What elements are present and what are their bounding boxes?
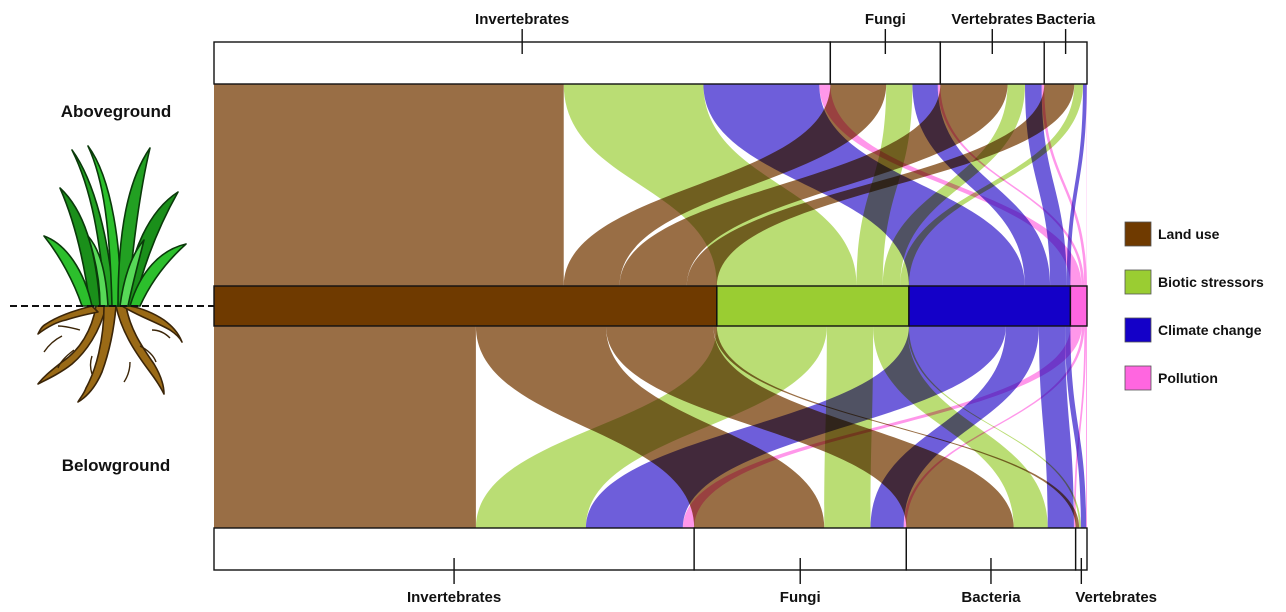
above-flow-pollution-1 [937, 84, 1085, 286]
belowground-label-vertebrates: Vertebrates [1075, 589, 1157, 606]
belowground-label-bacteria: Bacteria [961, 589, 1021, 606]
below-flow-biotic-2 [873, 326, 1048, 528]
above-flow-land-0 [214, 84, 564, 286]
driver-segment-biotic [716, 285, 910, 327]
above-flow-land-1 [563, 84, 887, 286]
aboveground-taxa-labels: Invertebrates Fungi Vertebrates Bacteria [475, 11, 1096, 54]
above-flow-biotic-2 [882, 84, 1026, 286]
belowground-label: Belowground [62, 456, 171, 475]
below-flow-pollution-3 [1086, 326, 1087, 528]
legend-swatch-biotic [1124, 269, 1152, 295]
belowground-flows [214, 326, 1087, 528]
aboveground-label-bacteria: Bacteria [1036, 11, 1096, 28]
aboveground-segment-vertebrates [939, 41, 1045, 85]
aboveground-label-fungi: Fungi [865, 11, 906, 28]
aboveground-label: Aboveground [61, 102, 172, 121]
belowground-taxa-bar [213, 527, 1088, 571]
above-flow-climate-0 [703, 84, 1025, 286]
below-flow-land-0 [214, 326, 476, 528]
above-flow-biotic-3 [900, 84, 1083, 286]
legend-swatch-land [1124, 221, 1152, 247]
below-flow-climate-3 [1065, 326, 1087, 528]
above-flow-climate-3 [1066, 84, 1087, 286]
aboveground-label-invertebrates: Invertebrates [475, 11, 569, 28]
aboveground-label-vertebrates: Vertebrates [951, 11, 1033, 28]
below-flow-land-2 [605, 326, 1014, 528]
driver-segment-land [213, 285, 718, 327]
legend-label-pollution: Pollution [1158, 370, 1218, 386]
belowground-label-invertebrates: Invertebrates [407, 589, 501, 606]
below-flow-pollution-2 [1073, 326, 1087, 528]
driver-legend: Land use Biotic stressors Climate change Po… [1124, 221, 1264, 391]
plant-with-roots-icon [37, 145, 187, 403]
belowground-taxa-labels: Invertebrates Fungi Bacteria Vertebrates [407, 558, 1157, 606]
legend-swatch-climate [1124, 317, 1152, 343]
driver-bar [213, 285, 1088, 327]
below-flow-biotic-3 [907, 326, 1081, 528]
legend-label-biotic: Biotic stressors [1158, 274, 1264, 290]
below-flow-land-1 [475, 326, 825, 528]
aboveground-flows [214, 84, 1087, 286]
above-flow-pollution-2 [1041, 84, 1087, 286]
driver-segment-climate [908, 285, 1072, 327]
driver-segment-pollution [1069, 285, 1088, 327]
below-flow-land-3 [713, 326, 1080, 528]
legend-swatch-pollution [1124, 365, 1152, 391]
above-flow-land-3 [686, 84, 1075, 286]
below-flow-pollution-0 [682, 326, 1082, 528]
belowground-label-fungi: Fungi [780, 589, 821, 606]
legend-label-land: Land use [1158, 226, 1220, 242]
aboveground-taxa-bar [213, 41, 1088, 85]
above-flow-land-2 [619, 84, 1008, 286]
below-flow-climate-2 [1038, 326, 1074, 528]
legend-label-climate: Climate change [1158, 322, 1262, 338]
